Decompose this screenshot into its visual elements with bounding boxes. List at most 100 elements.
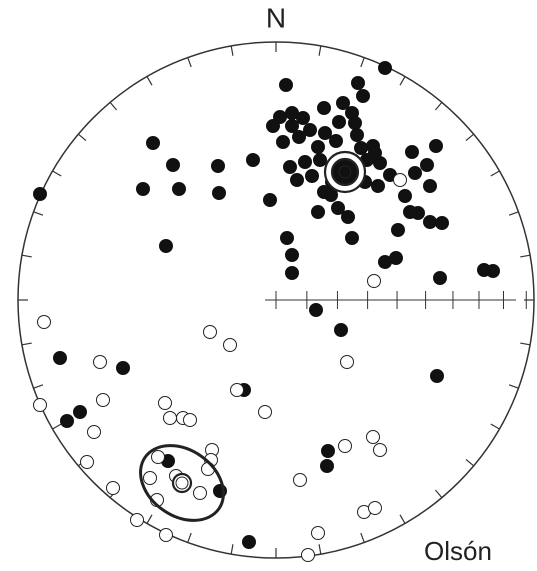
data-point	[336, 96, 350, 110]
azimuth-tick	[508, 211, 519, 216]
data-point	[334, 323, 348, 337]
data-point	[296, 111, 310, 125]
data-point	[305, 169, 319, 183]
data-point	[93, 355, 107, 369]
data-point	[354, 141, 368, 155]
data-point	[33, 398, 47, 412]
azimuth-tick	[230, 544, 234, 555]
data-point	[159, 239, 173, 253]
data-point	[292, 130, 306, 144]
data-point	[116, 361, 130, 375]
data-point	[389, 251, 403, 265]
data-point	[429, 139, 443, 153]
data-point	[151, 450, 165, 464]
data-point	[324, 188, 338, 202]
data-point	[130, 513, 144, 527]
azimuth-tick	[360, 532, 365, 543]
data-point	[193, 486, 207, 500]
data-point	[143, 471, 157, 485]
data-point	[163, 411, 177, 425]
data-point	[356, 89, 370, 103]
azimuth-tick	[520, 342, 531, 346]
data-point	[329, 134, 343, 148]
data-point	[332, 115, 346, 129]
data-point	[486, 264, 500, 278]
data-point	[166, 158, 180, 172]
azimuth-tick	[520, 254, 531, 258]
data-point	[211, 159, 225, 173]
azimuth-tick	[146, 76, 153, 86]
data-point	[283, 160, 297, 174]
data-point	[341, 210, 355, 224]
azimuth-tick	[399, 514, 406, 524]
data-point	[403, 205, 417, 219]
data-point	[242, 535, 256, 549]
data-point	[373, 156, 387, 170]
data-point	[321, 444, 335, 458]
data-point	[340, 355, 354, 369]
data-point	[408, 166, 422, 180]
data-point	[293, 473, 307, 487]
data-point	[263, 193, 277, 207]
azimuth-tick	[490, 423, 500, 430]
azimuth-tick	[465, 133, 475, 142]
data-point	[158, 396, 172, 410]
data-point	[298, 155, 312, 169]
data-point	[373, 443, 387, 457]
data-point	[338, 439, 352, 453]
azimuth-tick	[77, 133, 87, 142]
confidence-ellipse	[139, 444, 225, 522]
data-point	[230, 383, 244, 397]
data-point	[183, 413, 197, 427]
azimuth-tick	[52, 423, 62, 430]
azimuth-tick	[146, 514, 153, 524]
data-point	[223, 338, 237, 352]
data-point	[366, 430, 380, 444]
data-point	[368, 501, 382, 515]
data-point	[371, 179, 385, 193]
azimuth-tick	[434, 489, 443, 499]
azimuth-tick	[187, 532, 192, 543]
data-point	[87, 425, 101, 439]
data-point	[285, 119, 299, 133]
azimuth-tick	[21, 342, 32, 346]
data-point	[203, 325, 217, 339]
data-point	[258, 405, 272, 419]
data-point	[423, 215, 437, 229]
mean-direction	[338, 165, 352, 179]
data-point	[60, 414, 74, 428]
azimuth-tick	[21, 254, 32, 258]
data-point	[393, 173, 407, 187]
data-point	[33, 187, 47, 201]
data-point	[37, 315, 51, 329]
data-point	[398, 189, 412, 203]
azimuth-tick	[360, 57, 365, 68]
data-point	[331, 201, 345, 215]
data-point	[53, 351, 67, 365]
azimuth-tick	[465, 458, 475, 467]
azimuth-tick	[318, 45, 322, 56]
data-point	[311, 205, 325, 219]
azimuth-tick	[33, 384, 44, 389]
data-point	[146, 136, 160, 150]
data-point	[266, 119, 280, 133]
data-point	[435, 216, 449, 230]
data-point	[433, 271, 447, 285]
data-point	[301, 548, 315, 562]
azimuth-tick	[399, 76, 406, 86]
data-point	[303, 123, 317, 137]
data-point	[73, 405, 87, 419]
data-point	[309, 303, 323, 317]
data-point	[430, 369, 444, 383]
azimuth-tick	[230, 45, 234, 56]
data-point	[280, 231, 294, 245]
azimuth-tick	[434, 101, 443, 111]
data-point	[80, 455, 94, 469]
data-point	[136, 182, 150, 196]
data-point	[311, 526, 325, 540]
azimuth-tick	[318, 544, 322, 555]
data-point	[378, 61, 392, 75]
data-point	[279, 78, 293, 92]
data-point	[317, 101, 331, 115]
